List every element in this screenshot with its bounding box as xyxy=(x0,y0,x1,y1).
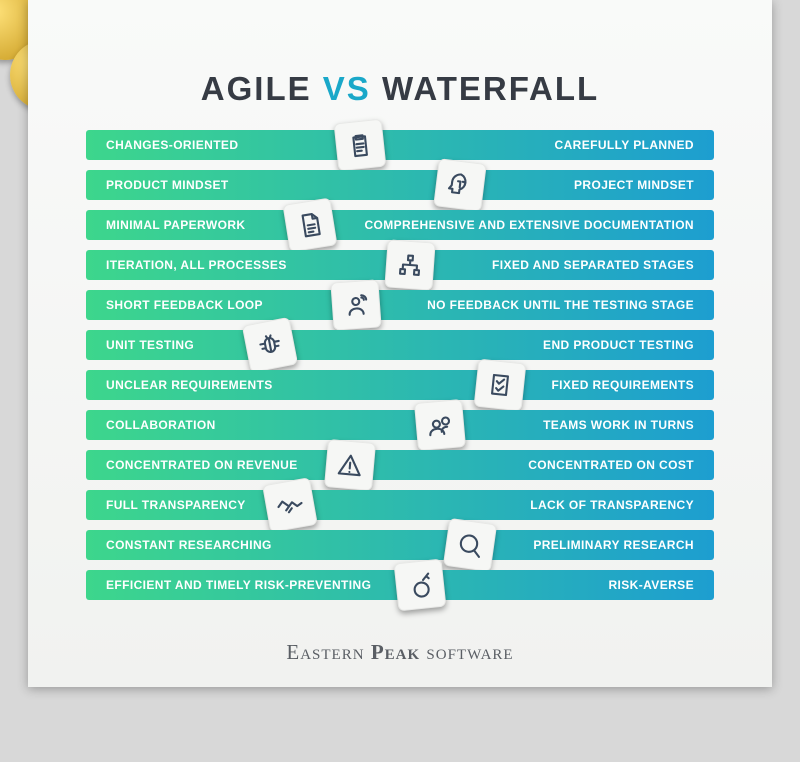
comparison-row: CHANGES-ORIENTED CAREFULLY PLANNED xyxy=(86,130,714,160)
waterfall-cell: PROJECT MINDSET xyxy=(574,178,714,192)
waterfall-cell: CONCENTRATED ON COST xyxy=(528,458,714,472)
waterfall-cell: TEAMS WORK IN TURNS xyxy=(543,418,714,432)
search-icon xyxy=(443,518,497,572)
agile-cell: CHANGES-ORIENTED xyxy=(86,138,238,152)
title-vs: VS xyxy=(323,70,371,107)
warning-icon xyxy=(324,439,376,491)
brand-left: Eastern xyxy=(286,640,364,664)
agile-cell: COLLABORATION xyxy=(86,418,216,432)
comparison-row: UNCLEAR REQUIREMENTS FIXED REQUIREMENTS xyxy=(86,370,714,400)
agile-cell: EFFICIENT AND TIMELY RISK-PREVENTING xyxy=(86,578,371,592)
handshake-icon xyxy=(262,477,318,533)
comparison-row: FULL TRANSPARENCY LACK OF TRANSPARENCY xyxy=(86,490,714,520)
bomb-icon xyxy=(394,559,447,612)
comparison-row: CONSTANT RESEARCHING PRELIMINARY RESEARCH xyxy=(86,530,714,560)
brand-footer: Eastern Peak software xyxy=(28,640,772,665)
hierarchy-icon xyxy=(384,239,435,290)
comparison-row: SHORT FEEDBACK LOOP NO FEEDBACK UNTIL THE… xyxy=(86,290,714,320)
team-icon xyxy=(414,399,466,451)
waterfall-cell: COMPREHENSIVE AND EXTENSIVE DOCUMENTATIO… xyxy=(364,218,714,232)
agile-cell: CONSTANT RESEARCHING xyxy=(86,538,272,552)
comparison-row: CONCENTRATED ON REVENUE CONCENTRATED ON C… xyxy=(86,450,714,480)
comparison-row: COLLABORATION TEAMS WORK IN TURNS xyxy=(86,410,714,440)
bug-icon xyxy=(242,317,298,373)
agile-cell: UNCLEAR REQUIREMENTS xyxy=(86,378,273,392)
waterfall-cell: PRELIMINARY RESEARCH xyxy=(533,538,714,552)
agile-cell: PRODUCT MINDSET xyxy=(86,178,229,192)
agile-cell: MINIMAL PAPERWORK xyxy=(86,218,245,232)
comparison-row: MINIMAL PAPERWORK COMPREHENSIVE AND EXTEN… xyxy=(86,210,714,240)
clipboard-icon xyxy=(334,119,387,172)
page-title: AGILE VS WATERFALL xyxy=(28,70,772,108)
waterfall-cell: FIXED AND SEPARATED STAGES xyxy=(492,258,714,272)
title-waterfall: WATERFALL xyxy=(382,70,599,107)
comparison-row: PRODUCT MINDSET PROJECT MINDSET xyxy=(86,170,714,200)
agile-cell: ITERATION, ALL PROCESSES xyxy=(86,258,287,272)
checklist-icon xyxy=(474,359,527,412)
comparison-row: ITERATION, ALL PROCESSES FIXED AND SEPARA… xyxy=(86,250,714,280)
comparison-row: UNIT TESTING END PRODUCT TESTING xyxy=(86,330,714,360)
waterfall-cell: LACK OF TRANSPARENCY xyxy=(530,498,714,512)
waterfall-cell: RISK-AVERSE xyxy=(608,578,714,592)
agile-cell: FULL TRANSPARENCY xyxy=(86,498,246,512)
brand-mid: Peak xyxy=(371,640,420,664)
title-agile: AGILE xyxy=(201,70,312,107)
agile-cell: SHORT FEEDBACK LOOP xyxy=(86,298,263,312)
comparison-row: EFFICIENT AND TIMELY RISK-PREVENTING RISK… xyxy=(86,570,714,600)
agile-cell: CONCENTRATED ON REVENUE xyxy=(86,458,298,472)
brand-right: software xyxy=(426,640,513,664)
agile-cell: UNIT TESTING xyxy=(86,338,194,352)
waterfall-cell: FIXED REQUIREMENTS xyxy=(551,378,714,392)
support-icon xyxy=(330,279,381,330)
waterfall-cell: END PRODUCT TESTING xyxy=(543,338,714,352)
mind-icon xyxy=(433,158,486,211)
waterfall-cell: CAREFULLY PLANNED xyxy=(555,138,714,152)
waterfall-cell: NO FEEDBACK UNTIL THE TESTING STAGE xyxy=(427,298,714,312)
document-icon xyxy=(283,198,338,253)
